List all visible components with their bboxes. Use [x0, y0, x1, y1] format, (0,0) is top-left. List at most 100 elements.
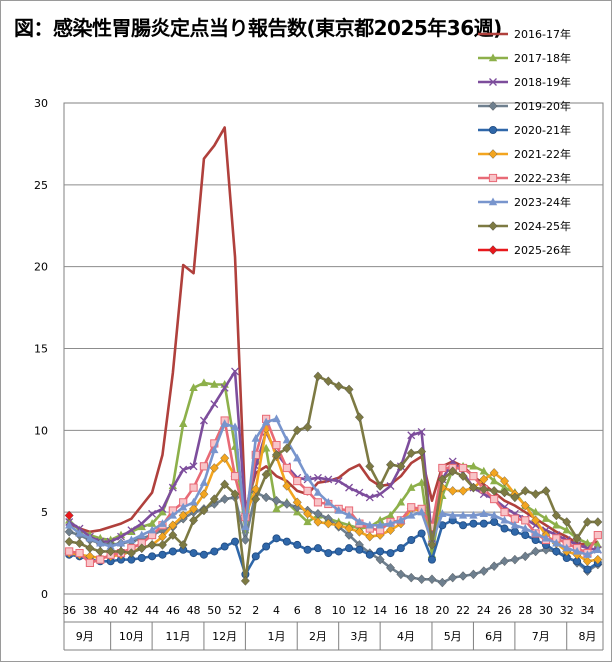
data-point: [396, 497, 406, 506]
legend-item: 2017-18年: [478, 51, 571, 65]
data-point: [489, 476, 499, 485]
data-point: [365, 531, 375, 542]
data-point: [323, 518, 333, 529]
data-point: [85, 558, 95, 568]
data-point: [593, 554, 603, 565]
data-point: [488, 53, 498, 62]
data-point: [293, 476, 302, 486]
data-point: [137, 522, 146, 531]
series-2020-21年: [65, 516, 602, 579]
data-point: [261, 417, 271, 426]
data-point: [469, 472, 478, 481]
x-tick-label: 28: [518, 604, 532, 617]
x-tick-label: 44: [145, 604, 159, 617]
data-point: [438, 509, 447, 518]
data-point: [551, 510, 561, 521]
data-point: [324, 549, 333, 558]
data-point: [468, 569, 478, 580]
series-line: [68, 381, 599, 557]
data-point: [220, 419, 229, 427]
data-point: [189, 483, 198, 492]
x-tick-label: 50: [207, 604, 221, 617]
data-point: [65, 547, 74, 556]
data-point: [396, 569, 406, 580]
data-point: [448, 466, 458, 477]
x-tick-label: 14: [373, 604, 387, 617]
data-point: [313, 544, 322, 553]
y-tick-label: 5: [41, 506, 48, 519]
data-point: [241, 522, 250, 531]
data-point: [354, 527, 364, 537]
data-point: [95, 546, 105, 557]
legend-item: 2019-20年: [478, 99, 571, 113]
data-point: [427, 574, 437, 585]
data-point: [158, 550, 167, 559]
data-point: [520, 486, 530, 496]
y-tick-label: 10: [34, 424, 48, 437]
data-point: [582, 556, 592, 567]
data-point: [552, 520, 561, 529]
data-point: [117, 532, 125, 541]
x-tick-label: 20: [435, 604, 449, 617]
data-point: [488, 197, 498, 206]
data-point: [552, 538, 561, 547]
data-point: [199, 505, 209, 516]
data-point: [490, 517, 499, 526]
data-point: [354, 412, 364, 423]
data-point: [375, 520, 385, 529]
data-point: [179, 419, 188, 427]
data-point: [386, 525, 395, 535]
data-point: [458, 510, 468, 519]
x-tick-label: 46: [166, 604, 180, 617]
data-point: [520, 551, 530, 562]
data-point: [488, 173, 498, 183]
data-point: [220, 479, 230, 490]
data-point: [96, 538, 105, 547]
data-point: [303, 422, 313, 432]
data-point: [365, 550, 374, 559]
data-point: [521, 516, 530, 525]
data-point: [458, 471, 468, 481]
data-point: [459, 521, 468, 530]
data-point: [272, 534, 281, 543]
chart-title: 図：感染性胃腸炎定点当り報告数(東京都2025年36週): [14, 16, 502, 40]
data-point: [282, 435, 292, 444]
data-point: [147, 519, 157, 527]
data-point: [593, 540, 603, 549]
data-point: [189, 504, 199, 514]
data-point: [282, 443, 292, 454]
legend-label: 2019-20年: [514, 99, 571, 113]
data-point: [231, 537, 240, 546]
series-2021-22年: [64, 423, 603, 567]
x-tick-label: 26: [498, 604, 512, 617]
month-label: 4月: [397, 630, 415, 643]
data-point: [272, 495, 281, 506]
data-point: [407, 431, 416, 440]
data-point: [417, 529, 426, 538]
data-point: [500, 476, 510, 486]
data-point: [147, 525, 157, 534]
month-label: 2月: [309, 630, 327, 643]
series-line: [68, 375, 598, 583]
data-point: [199, 462, 209, 471]
data-point: [593, 545, 603, 554]
x-tick-label: 52: [228, 604, 242, 617]
data-point: [458, 486, 468, 496]
data-point: [355, 488, 364, 497]
series-line: [68, 491, 599, 584]
x-axis: 36 38 40 42 44 46 48 50 52 2 4 6 8 10 12 14 16 18 20 22 24 26…: [62, 594, 604, 651]
data-point: [210, 380, 219, 388]
data-point: [344, 384, 354, 395]
data-point: [210, 400, 219, 409]
data-point: [303, 473, 312, 481]
data-point: [376, 547, 385, 556]
data-point: [220, 453, 230, 463]
month-label: 5月: [444, 630, 462, 643]
data-point: [406, 572, 416, 583]
data-point: [313, 498, 323, 507]
data-point: [479, 509, 488, 518]
x-tick-label: 12: [352, 604, 366, 617]
legend: 2016-17年 2017-18年 2018-19年 2019-20年 2020-21年…: [478, 27, 571, 257]
x-tick-label: 34: [580, 604, 594, 617]
data-point: [386, 563, 395, 573]
